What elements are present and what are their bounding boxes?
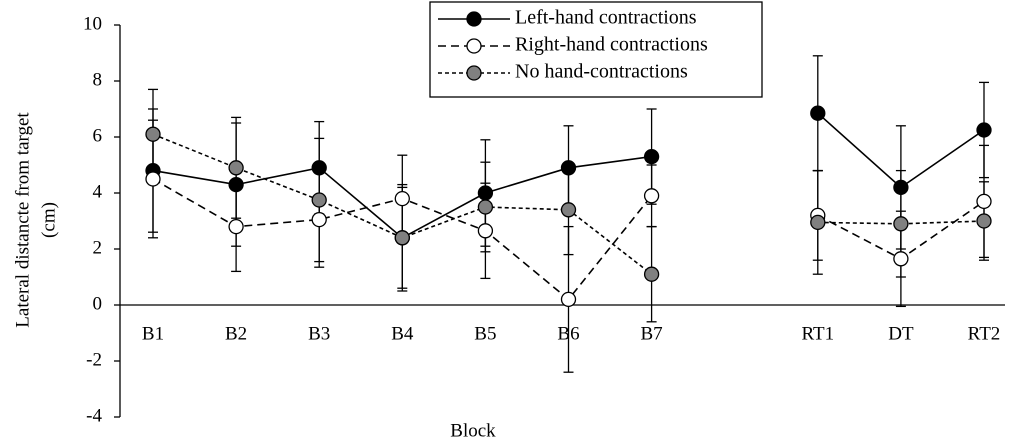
marker (145, 171, 161, 187)
marker (810, 105, 826, 121)
marker (394, 230, 410, 246)
marker (643, 266, 660, 282)
marker (976, 122, 992, 138)
y-tick-label: -2 (86, 349, 102, 370)
x-tick-label: DT (888, 323, 914, 344)
legend-label: Left-hand contractions (515, 7, 697, 29)
legend-marker (466, 38, 482, 54)
y-tick-label: 4 (93, 181, 103, 202)
marker (643, 148, 660, 165)
legend-box (429, 1, 763, 98)
marker (893, 179, 909, 196)
marker (228, 176, 244, 193)
marker (228, 160, 244, 176)
marker (643, 188, 660, 204)
x-tick-label: B2 (225, 323, 247, 344)
marker (477, 185, 494, 201)
marker (560, 291, 577, 308)
x-tick-label: RT2 (968, 323, 1001, 344)
marker (560, 160, 577, 176)
marker (477, 223, 494, 239)
y-tick-label: -4 (86, 405, 102, 426)
marker (976, 193, 992, 210)
x-tick-label: B3 (308, 323, 330, 344)
x-tick-label: B5 (474, 323, 496, 344)
x-tick-label: B7 (641, 323, 663, 344)
x-tick-label: B4 (391, 323, 414, 344)
x-axis-label: Block (450, 420, 496, 441)
y-axis-label: (cm) (38, 202, 59, 238)
y-axis-label: Lateral distancte from target (12, 112, 33, 328)
legend-label: No hand-contractions (515, 61, 688, 83)
marker (311, 160, 327, 176)
marker (893, 216, 909, 232)
x-tick-label: B1 (142, 323, 164, 344)
y-tick-label: 2 (93, 237, 103, 258)
marker (311, 211, 327, 228)
legend-marker (466, 11, 482, 27)
marker (394, 190, 410, 207)
y-tick-label: 10 (83, 13, 102, 34)
marker (477, 199, 494, 215)
marker (145, 126, 161, 142)
legend-marker (466, 65, 482, 81)
marker (560, 202, 577, 218)
y-tick-label: 0 (93, 293, 103, 314)
marker (228, 218, 244, 235)
marker (893, 251, 909, 267)
marker (810, 214, 826, 231)
marker (976, 213, 992, 229)
marker (311, 192, 327, 208)
x-tick-label: RT1 (801, 323, 834, 344)
y-tick-label: 8 (93, 69, 103, 90)
y-tick-label: 6 (93, 125, 103, 146)
legend-label: Right-hand contractions (515, 34, 708, 56)
